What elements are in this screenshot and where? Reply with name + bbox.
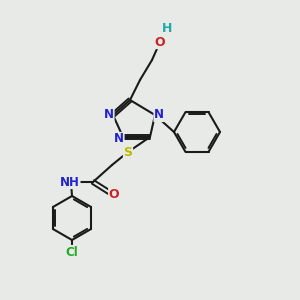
Text: S: S bbox=[124, 146, 133, 158]
Text: O: O bbox=[109, 188, 119, 202]
Text: H: H bbox=[162, 22, 172, 34]
Text: Cl: Cl bbox=[66, 245, 78, 259]
Text: NH: NH bbox=[60, 176, 80, 188]
Text: N: N bbox=[114, 133, 124, 146]
Text: O: O bbox=[155, 35, 165, 49]
Text: N: N bbox=[154, 109, 164, 122]
Text: N: N bbox=[104, 109, 114, 122]
